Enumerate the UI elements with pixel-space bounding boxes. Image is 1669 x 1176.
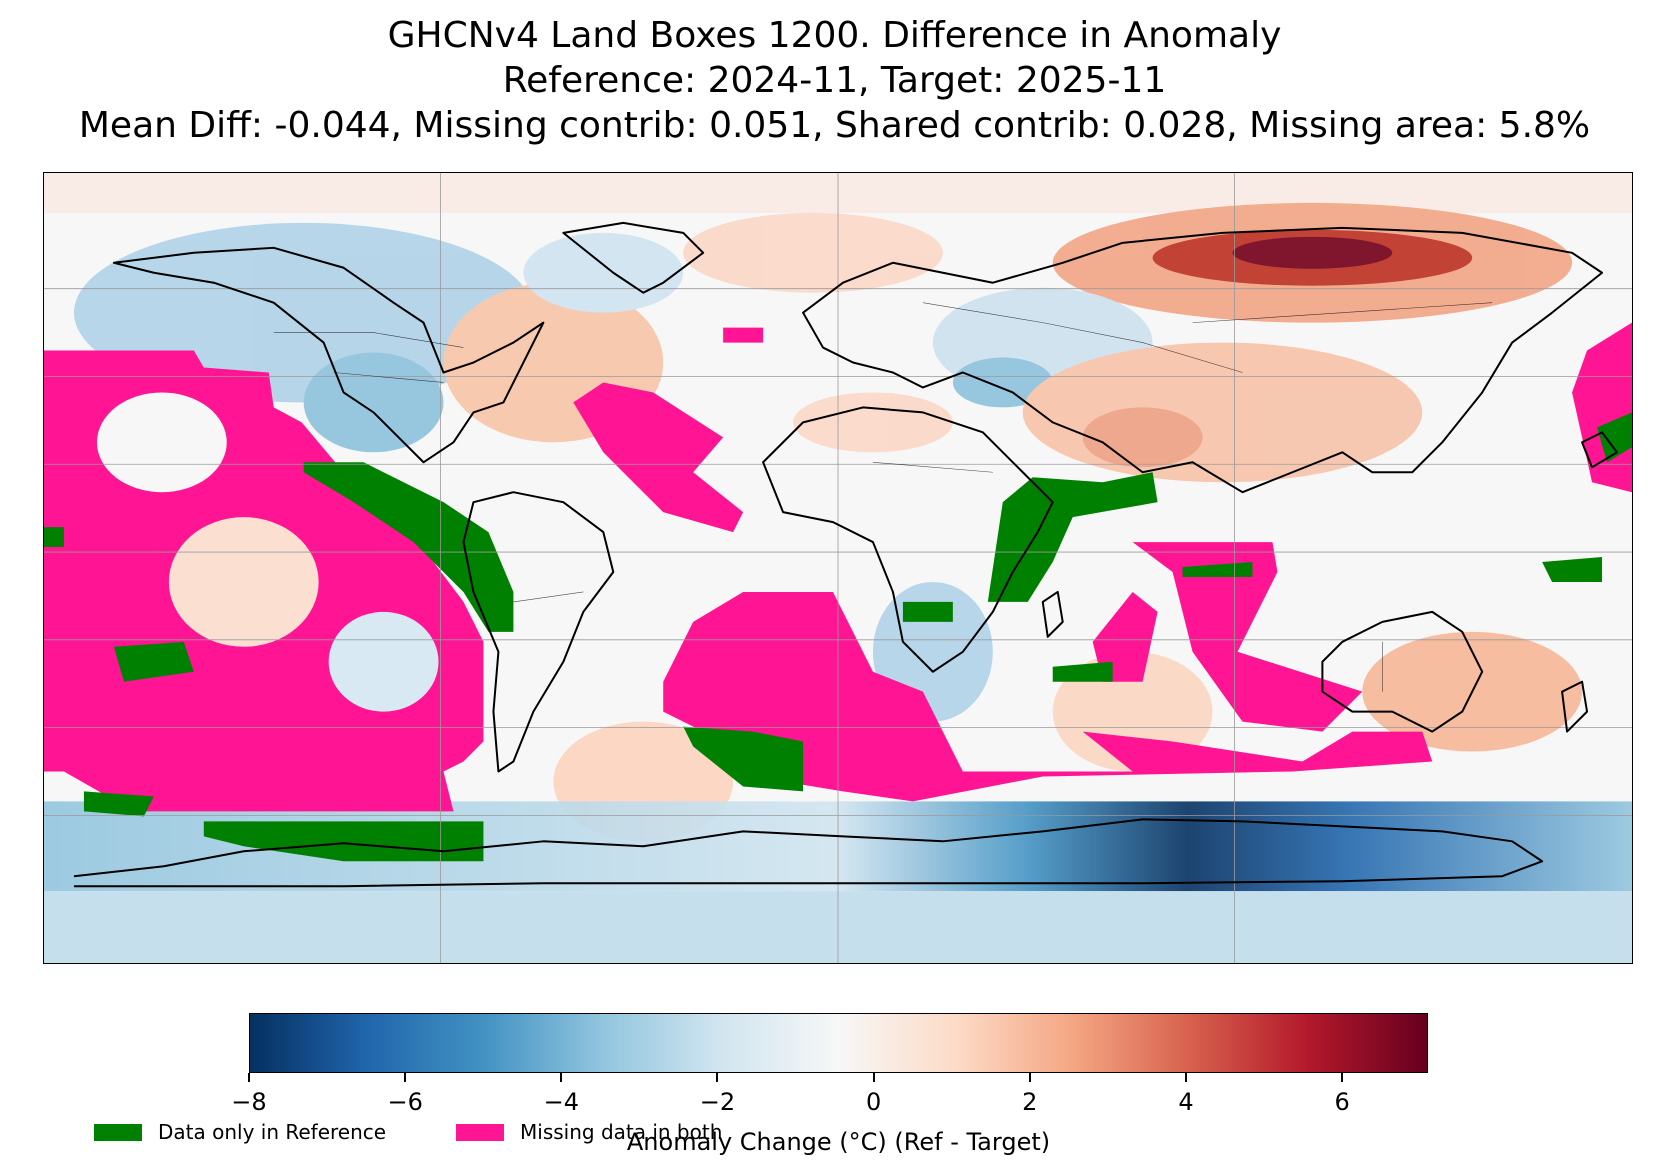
central-asia-warm — [1022, 342, 1423, 483]
colorbar — [249, 1013, 1428, 1073]
coastlines — [73, 221, 1619, 888]
colorbar-tick-label: 4 — [1178, 1088, 1194, 1116]
legend-swatch-ref-only — [94, 1124, 142, 1141]
colorbar-tick-label: 2 — [1022, 1088, 1038, 1116]
colorbar-tick-label: 6 — [1334, 1088, 1350, 1116]
turkey-cool — [952, 357, 1053, 408]
north-africa-warm — [793, 392, 953, 453]
colorbar-tick-label: −6 — [387, 1088, 423, 1116]
middle-east-warm — [1082, 407, 1203, 468]
colorbar-tick — [560, 1073, 563, 1082]
east-pacific-green — [303, 462, 514, 632]
africa-coast — [762, 406, 1054, 673]
data-islands-in-missing — [96, 392, 439, 712]
colorbar-tick — [1341, 1073, 1344, 1082]
indian-ocean-missing — [1132, 542, 1363, 732]
australia-coast — [1321, 610, 1484, 733]
eurasia-coast — [802, 226, 1604, 494]
title-line-2: Reference: 2024-11, Target: 2025-11 — [502, 60, 1167, 101]
colorbar-tick — [248, 1073, 250, 1082]
antarctica-coast — [73, 818, 1544, 888]
north-america-coast — [112, 246, 545, 464]
colorbar-tick-label: −8 — [231, 1088, 267, 1116]
colorbar-tick — [1028, 1073, 1031, 1082]
atlantic-missing-north — [573, 382, 744, 533]
south-america-coast — [462, 491, 615, 773]
colorbar-tick — [1184, 1073, 1187, 1082]
colorbar-tick — [404, 1073, 407, 1082]
title-line-1: GHCNv4 Land Boxes 1200. Difference in An… — [387, 15, 1282, 56]
south-atlantic-green — [683, 726, 804, 792]
world-map — [43, 172, 1633, 964]
legend-label-ref-only: Data only in Reference — [158, 1120, 387, 1144]
colorbar-label: Anomaly Change (°C) (Ref - Target) — [626, 1128, 1051, 1156]
anomaly-map-svg — [44, 173, 1632, 963]
east-africa-green — [987, 472, 1158, 602]
graticule — [44, 173, 1632, 963]
colorbar-tick — [716, 1073, 719, 1082]
legend-label-missing-both: Missing data in both — [520, 1120, 723, 1144]
colorbar-tick-label: −2 — [699, 1088, 736, 1116]
antarctic-green — [203, 821, 484, 862]
colorbar-tick-label: −4 — [543, 1088, 579, 1116]
colorbar-tick-label: 0 — [865, 1088, 882, 1116]
borders — [273, 302, 1493, 692]
title-line-3: Mean Diff: -0.044, Missing contrib: 0.05… — [78, 105, 1591, 146]
north-atlantic-warm — [683, 212, 943, 293]
ref-only-regions — [44, 412, 1632, 862]
greenland-cool — [523, 232, 684, 313]
us-cool-core — [303, 352, 444, 453]
southern-ocean-missing — [663, 591, 1433, 802]
greenland-coast — [562, 221, 705, 294]
legend-swatch-missing-both — [456, 1124, 504, 1141]
siberia-max — [1232, 236, 1393, 269]
colorbar-tick — [872, 1073, 875, 1082]
